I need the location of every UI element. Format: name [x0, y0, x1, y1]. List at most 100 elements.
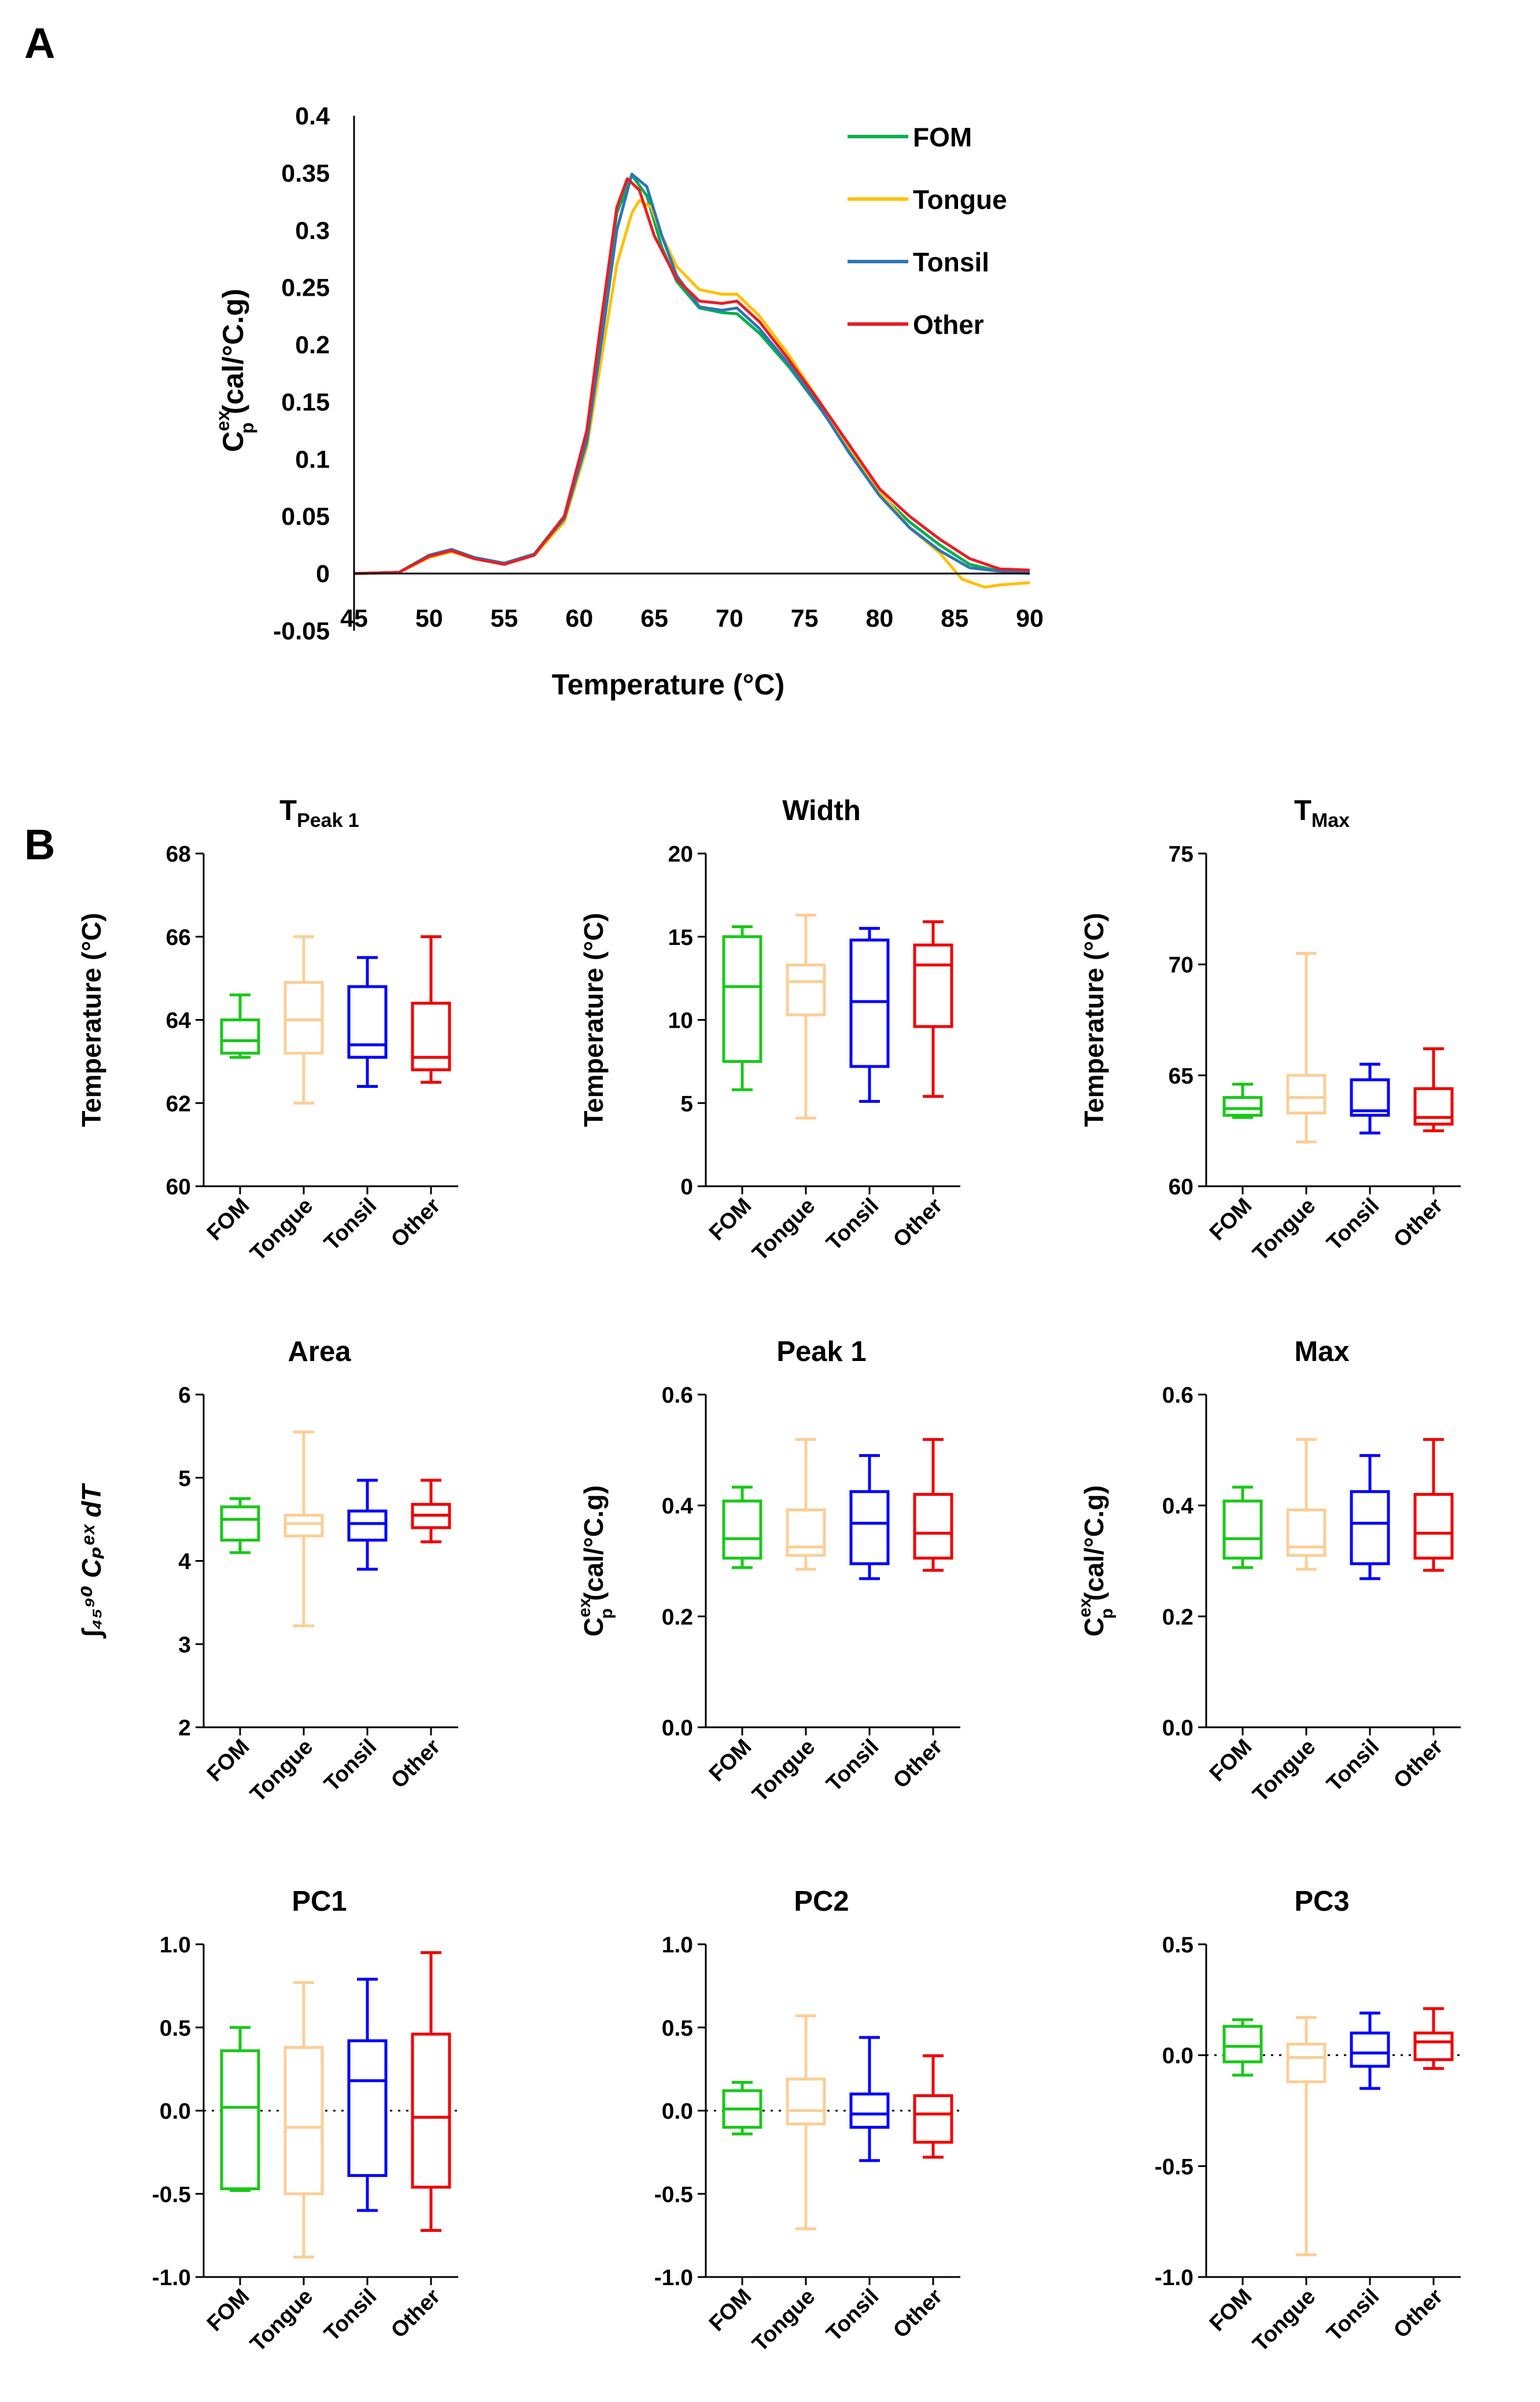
- y-axis-label: Cex p (cal/°C.g): [212, 289, 257, 452]
- legend-label-tonsil: Tonsil: [913, 247, 989, 277]
- plot-title-main: T: [1294, 795, 1311, 826]
- series-line-tonsil: [353, 172, 1030, 575]
- box-other: Other: [1389, 1047, 1454, 1252]
- box-other: Other: [386, 935, 451, 1252]
- category-label: Tongue: [748, 1194, 820, 1266]
- y-tick-label: 62: [166, 1091, 191, 1116]
- box-other: Other: [889, 2054, 953, 2344]
- iqr-box: [786, 2077, 826, 2125]
- y-tick-label: 20: [668, 842, 693, 867]
- y-tick-label: 0.05: [281, 503, 330, 531]
- y-axis-label: Cex p (cal/°C.g): [575, 1485, 616, 1637]
- y-tick-label: 0.5: [160, 2016, 191, 2041]
- y-tick-label: 0.4: [662, 1494, 694, 1519]
- iqr-box: [1413, 1493, 1454, 1560]
- y-tick-label: 60: [166, 1175, 191, 1200]
- iqr-box: [411, 2032, 451, 2189]
- box-plot-peak1: Peak 1 0.0 0.2 0.4 0.6 Cex p (cal/°C.g) FOMTong…: [575, 1336, 960, 1807]
- y-tick-label: 1.0: [662, 1933, 693, 1958]
- category-label: Tongue: [1248, 1194, 1321, 1266]
- category-label: Tonsil: [822, 1194, 884, 1256]
- iqr-box: [786, 1508, 826, 1557]
- box-tonsil: Tonsil: [822, 926, 890, 1256]
- box-tongue: Tongue: [1248, 1438, 1327, 1807]
- iqr-box: [913, 1493, 953, 1560]
- y-tick-label: -1.0: [654, 2265, 693, 2290]
- iqr-box: [849, 1490, 890, 1565]
- y-label-sup: ex: [575, 1598, 594, 1617]
- y-tick-label: 0.0: [662, 2099, 693, 2124]
- y-tick-label: 0.6: [1162, 1383, 1193, 1408]
- y-label-sup: ex: [212, 410, 233, 431]
- box-tonsil: Tonsil: [320, 1977, 388, 2346]
- category-label: FOM: [705, 1735, 756, 1786]
- category-label: Tongue: [748, 2285, 820, 2357]
- x-tick-label: 60: [565, 605, 593, 632]
- category-label: FOM: [202, 1194, 254, 1245]
- y-tick-label: -1.0: [1155, 2265, 1193, 2290]
- plot-title-main: Area: [288, 1336, 352, 1367]
- box-fom: FOM: [705, 2081, 762, 2336]
- plot-title: PC2: [794, 1886, 849, 1917]
- x-tick-label: 70: [716, 605, 743, 632]
- category-label: Other: [1389, 2285, 1448, 2344]
- line-chart: -0.05 0 0.05 0.1 0.15 0.2 0.25 0.3 0.35 0.4 45 50 55…: [212, 102, 1044, 701]
- category-label: Tonsil: [822, 2285, 884, 2346]
- iqr-box: [722, 1499, 762, 1560]
- plot-title: Area: [288, 1336, 352, 1367]
- box-fom: FOM: [1205, 1485, 1263, 1786]
- y-tick-label: 0.5: [1162, 1933, 1193, 1958]
- iqr-box: [849, 939, 890, 1068]
- category-label: Tonsil: [320, 1735, 382, 1797]
- iqr-box: [1286, 1508, 1327, 1557]
- plot-title-main: PC1: [292, 1886, 347, 1917]
- iqr-box: [347, 1509, 388, 1542]
- y-tick-label: 0.0: [662, 1716, 693, 1741]
- iqr-box: [220, 1505, 260, 1542]
- category-label: Tongue: [748, 1735, 820, 1807]
- x-tick-label: 80: [866, 605, 894, 632]
- y-tick-label: 0.35: [281, 160, 330, 187]
- y-label-units: (cal/°C.g): [217, 289, 249, 422]
- plot-title-main: PC2: [794, 1886, 849, 1917]
- box-tonsil: Tonsil: [320, 956, 388, 1255]
- y-tick-label: 0: [316, 560, 330, 588]
- box-tongue: Tongue: [748, 1438, 826, 1807]
- iqr-box: [220, 2049, 260, 2191]
- iqr-box: [913, 943, 953, 1028]
- y-tick-label: 0.2: [295, 332, 330, 359]
- box-fom: FOM: [202, 993, 260, 1245]
- y-tick-label: 66: [166, 925, 191, 950]
- panel-a-letter: A: [24, 19, 55, 67]
- category-label: Other: [386, 1735, 445, 1794]
- iqr-box: [347, 2039, 388, 2177]
- box-fom: FOM: [202, 2026, 260, 2336]
- y-tick-label: -0.5: [152, 2182, 191, 2207]
- legend: FOM Tongue Tonsil Other: [848, 122, 1007, 340]
- box-tonsil: Tonsil: [822, 1454, 890, 1796]
- category-label: Other: [889, 2285, 948, 2344]
- y-label-sup: ex: [1075, 1598, 1095, 1617]
- y-tick-label: 75: [1169, 842, 1193, 867]
- box-fom: FOM: [705, 1485, 762, 1786]
- y-tick-label: -0.5: [1155, 2154, 1193, 2179]
- plot-title: PC1: [292, 1886, 347, 1917]
- plot-title: Peak 1: [776, 1336, 866, 1367]
- category-label: FOM: [1205, 1735, 1257, 1786]
- category-label: FOM: [705, 2285, 756, 2336]
- y-tick-label: 6: [178, 1383, 191, 1408]
- plot-title-main: Width: [782, 795, 861, 826]
- y-tick-label: 0.3: [295, 217, 330, 245]
- x-tick-label: 75: [791, 605, 819, 632]
- series-line-other: [353, 177, 1030, 575]
- category-label: FOM: [705, 1194, 756, 1245]
- y-tick-label: 2: [178, 1716, 191, 1741]
- y-axis-label: Temperature (°C): [579, 913, 609, 1127]
- category-label: Other: [889, 1194, 948, 1253]
